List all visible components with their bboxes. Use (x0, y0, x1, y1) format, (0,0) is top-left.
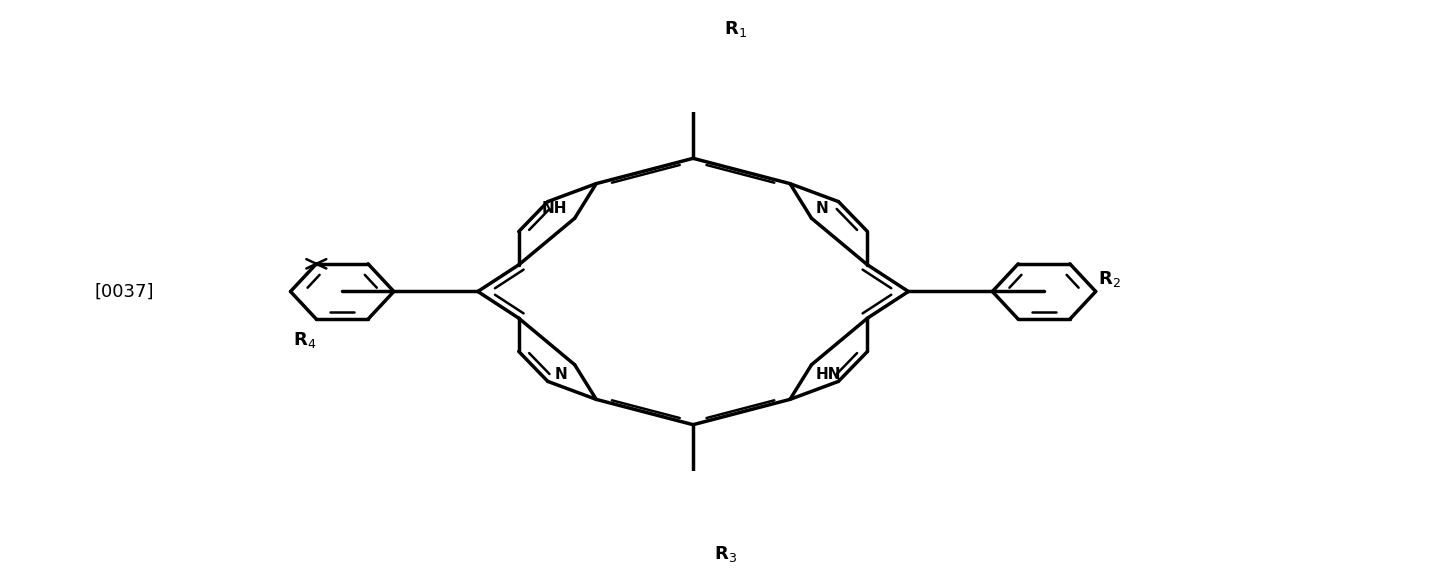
Text: R$_2$: R$_2$ (1099, 269, 1122, 289)
Text: R$_4$: R$_4$ (293, 330, 316, 350)
Text: R$_3$: R$_3$ (713, 544, 737, 564)
Text: N: N (816, 202, 829, 216)
Text: R$_1$: R$_1$ (725, 19, 747, 39)
Text: [0037]: [0037] (94, 283, 153, 300)
Text: HN: HN (816, 367, 842, 381)
Text: N: N (554, 367, 567, 381)
Text: NH: NH (542, 202, 567, 216)
